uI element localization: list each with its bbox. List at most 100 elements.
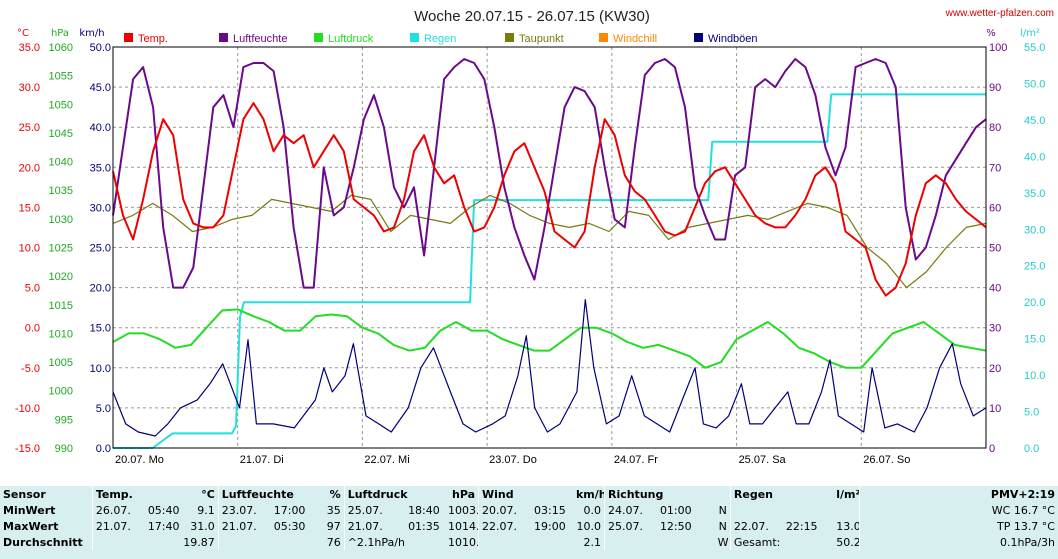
rain-tick-label: 25.0: [1024, 261, 1045, 273]
cell: ^2.1hPa/h: [343, 534, 406, 550]
wind-tick-label: 35.0: [90, 162, 111, 174]
cell: 10.0: [576, 519, 601, 533]
wind-tick-label: 20.0: [90, 283, 111, 295]
legend-label-gust: Windböen: [708, 33, 758, 45]
cell: 22.07.: [478, 518, 531, 534]
series-line-rain: [113, 93, 986, 449]
grid: [113, 47, 986, 448]
temp-tick-label: -5.0: [21, 363, 40, 375]
wind-tick-label: 40.0: [90, 122, 111, 134]
cell: 24.07.: [603, 502, 657, 518]
hum-tick-label: 70: [989, 162, 1001, 174]
wind-tick-label: 30.0: [90, 202, 111, 214]
cell: [833, 502, 859, 518]
temp-tick-label: 5.0: [25, 283, 40, 295]
hum-unit: %: [986, 28, 996, 39]
cell: [729, 502, 783, 518]
hum-tick-label: 0: [989, 443, 995, 455]
cell: 21.07.: [217, 518, 271, 534]
hum-tick-label: 90: [989, 82, 1001, 94]
hum-tick-label: 100: [989, 42, 1007, 54]
temp-tick-label: 20.0: [19, 162, 40, 174]
cell: [657, 534, 715, 550]
temp-tick-label: 30.0: [19, 82, 40, 94]
day-tick-label: 20.07. Mo: [115, 454, 164, 466]
press-tick-label: 995: [55, 414, 73, 426]
wind-tick-label: 15.0: [90, 323, 111, 335]
cell: 76: [326, 535, 341, 549]
rain-tick-label: 45.0: [1024, 115, 1045, 127]
wind-tick-label: 25.0: [90, 243, 111, 255]
rain-tick-label: 5.0: [1024, 407, 1039, 419]
wind-tick-label: 5.0: [96, 403, 111, 415]
cell: Gesamt:: [729, 534, 783, 550]
day-tick-label: 23.07. Do: [489, 454, 537, 466]
wind-tick-label: 0.0: [96, 443, 111, 455]
press-tick-label: 1020: [49, 271, 73, 283]
rain-tick-label: 35.0: [1024, 188, 1045, 200]
header-sensor: Sensor: [3, 487, 46, 501]
press-tick-label: 1030: [49, 214, 73, 226]
cell: 9.1: [197, 503, 215, 517]
legend-label-dew: Taupunkt: [519, 33, 564, 45]
cell: 31.0: [190, 519, 215, 533]
rain-unit: l/m²: [1020, 28, 1040, 39]
series-line-dew: [112, 194, 987, 289]
press-tick-label: 990: [55, 443, 73, 455]
cell: 17:40: [147, 519, 180, 533]
header-wind-unit: km/h: [575, 487, 605, 501]
plot-frame: [112, 46, 987, 449]
cell: TP 13.7 °C: [858, 518, 1058, 534]
cell: WC 16.7 °C: [858, 502, 1058, 518]
cell: 22.07.: [729, 518, 783, 534]
cell: N: [718, 519, 727, 533]
rain-tick-label: 30.0: [1024, 224, 1045, 236]
cell: 25.07.: [343, 502, 406, 518]
day-tick-label: 25.07. Sa: [739, 454, 787, 466]
rain-tick-label: 55.0: [1024, 42, 1045, 54]
stats-row-avg: Durchschnitt 19.87 76 ^2.1hPa/h 1010.2 2…: [0, 534, 1058, 550]
legend-label-rain: Regen: [424, 33, 456, 45]
day-tick-label: 22.07. Mi: [364, 454, 409, 466]
press-tick-label: 1010: [49, 328, 73, 340]
cell: 1014.2: [447, 519, 479, 533]
stats-row-min: MinWert 26.07. 05:40 9.1 23.07. 17:00 35…: [0, 502, 1058, 518]
series-line-press: [112, 308, 987, 369]
temp-tick-label: 10.0: [19, 243, 40, 255]
hum-tick-label: 10: [989, 403, 1001, 415]
temp-tick-label: 0.0: [25, 323, 40, 335]
hum-tick-label: 30: [989, 323, 1001, 335]
hum-tick-label: 40: [989, 283, 1001, 295]
cell: 17:00: [273, 503, 306, 517]
cell: 2.1: [583, 535, 601, 549]
press-tick-label: 1025: [49, 243, 73, 255]
cell: 03:15: [534, 503, 566, 517]
site-link[interactable]: www.wetter-pfalzen.com: [945, 8, 1054, 19]
hum-tick-label: 50: [989, 243, 1001, 255]
axis-ticks: 35.0 30.0 25.0 20.0 15.0 10.0 5.0 0.0 -5.0 -10.0 -…: [15, 42, 1046, 466]
press-tick-label: 1060: [49, 42, 73, 54]
temp-tick-label: 25.0: [19, 122, 40, 134]
cell: 50.2: [836, 535, 860, 549]
cell: 20.07.: [478, 502, 531, 518]
header-wind: Wind: [478, 486, 573, 502]
series-line-gust: [112, 299, 987, 437]
header-temp-unit: °C: [201, 487, 215, 501]
header-press-unit: hPa: [452, 487, 476, 501]
rain-tick-label: 0.0: [1024, 443, 1039, 455]
day-tick-label: 21.07. Di: [240, 454, 284, 466]
cell: 0.1hPa/3h: [858, 534, 1058, 550]
cell: 05:40: [147, 503, 180, 517]
cell: 18:40: [408, 503, 440, 517]
weather-chart: Woche 20.07.15 - 26.07.15 (KW30) www.wet…: [15, 8, 1054, 466]
wind-tick-label: 50.0: [90, 42, 111, 54]
header-rain-unit: l/m²: [836, 487, 860, 501]
cell: [783, 534, 833, 550]
cell: [271, 534, 323, 550]
wind-tick-label: 10.0: [90, 363, 111, 375]
temp-unit: °C: [17, 28, 29, 39]
cell: [405, 534, 445, 550]
cell: 35: [326, 503, 341, 517]
press-tick-label: 1045: [49, 128, 73, 140]
cell: 01:35: [408, 519, 440, 533]
